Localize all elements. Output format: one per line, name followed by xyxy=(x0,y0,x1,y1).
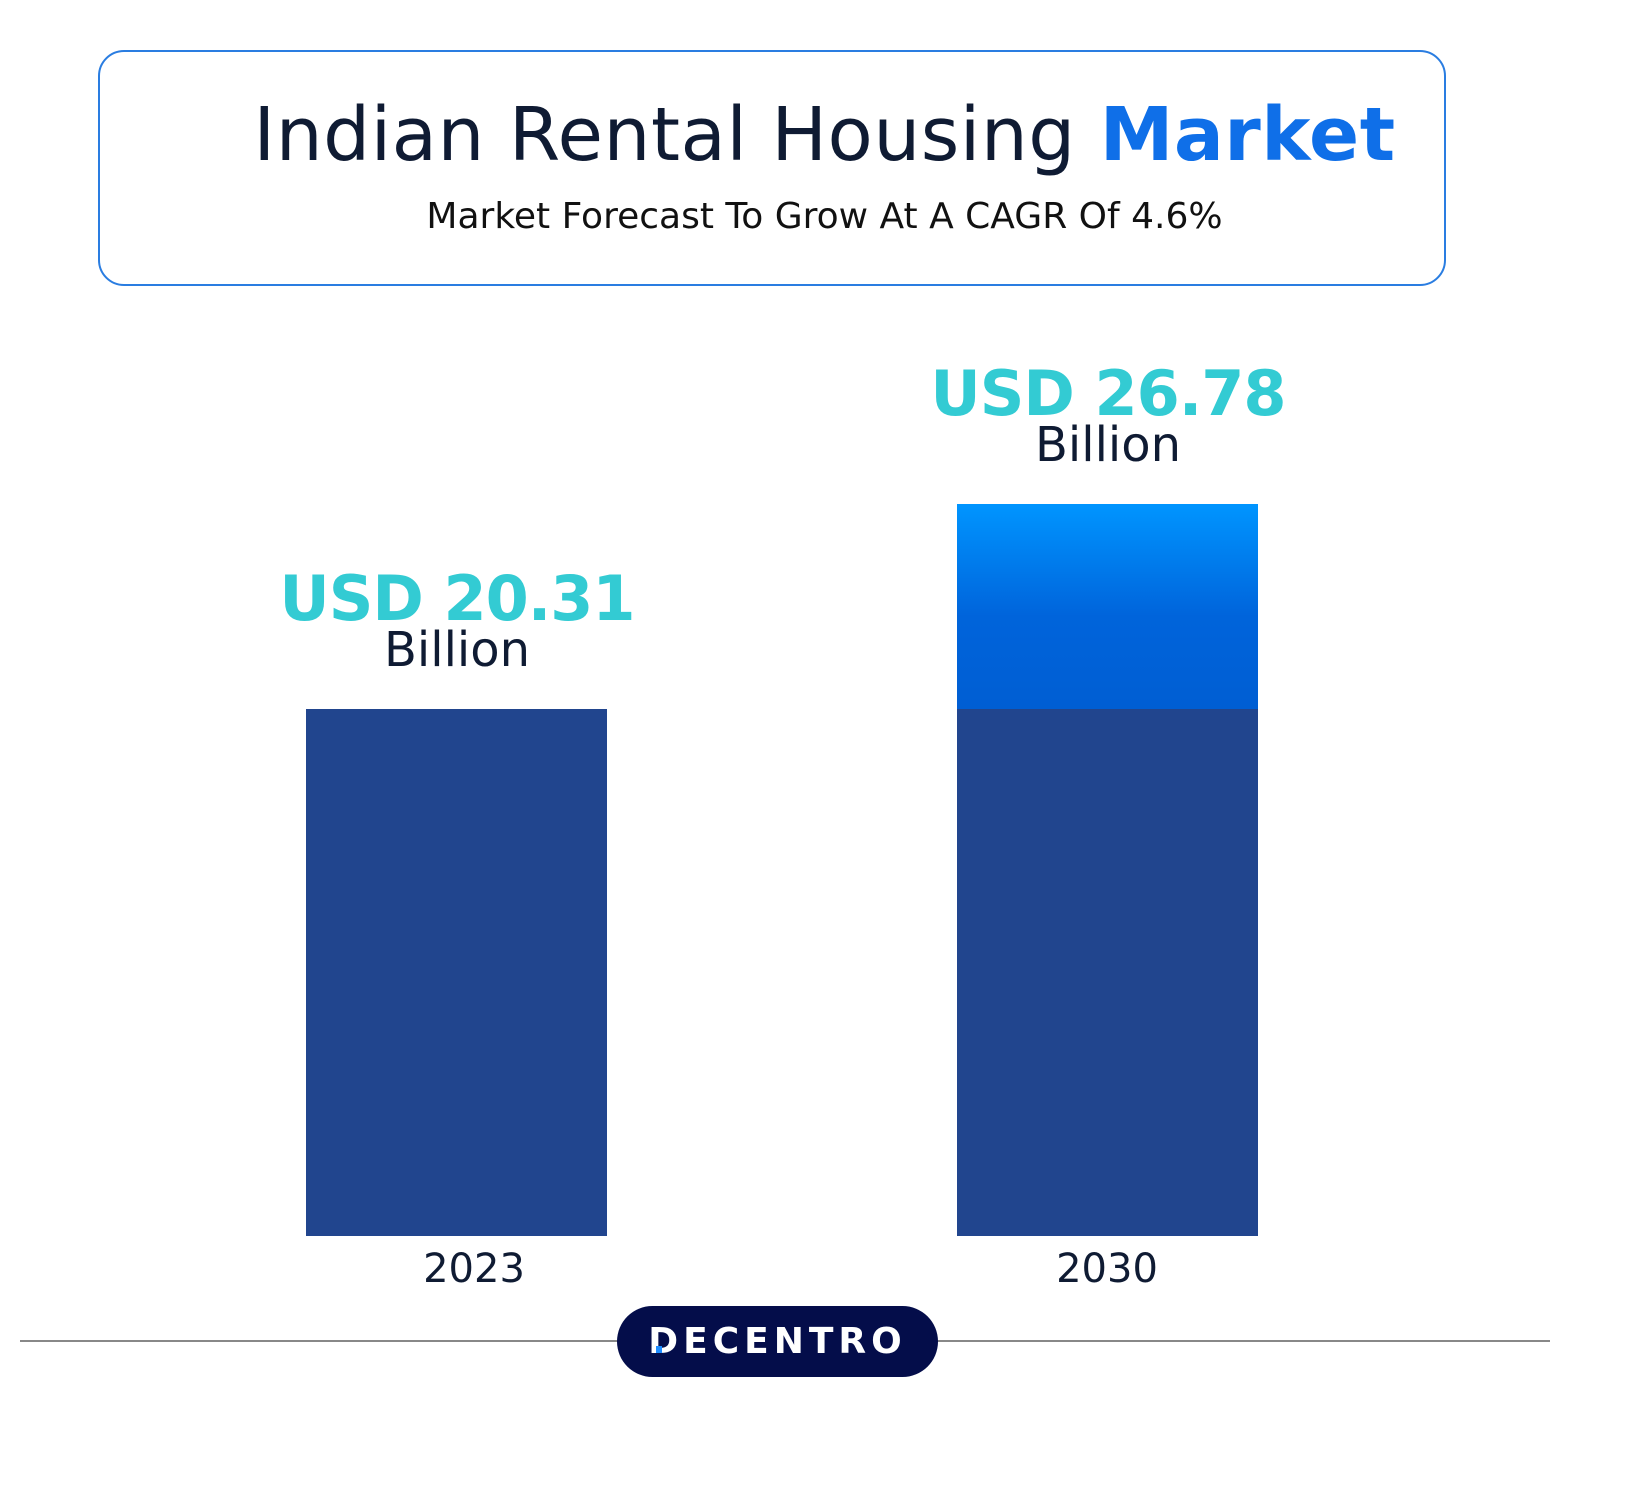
bar-2030-growth-segment xyxy=(957,504,1258,709)
footer-divider-left xyxy=(20,1340,618,1342)
logo-dot-icon xyxy=(656,1346,662,1353)
title-main: Indian Rental Housing xyxy=(253,92,1100,178)
bar-2030-unit: Billion xyxy=(1034,417,1182,473)
bar-2023-value: USD 20.31 xyxy=(279,562,635,635)
footer-divider-right xyxy=(937,1340,1550,1342)
year-label-2023: 2023 xyxy=(423,1246,525,1292)
year-label-2030: 2030 xyxy=(1056,1246,1158,1292)
bar-2030-base-segment xyxy=(957,709,1258,1236)
chart-subtitle: Market Forecast To Grow At A CAGR Of 4.6… xyxy=(426,196,1223,237)
brand-name: DECENTRO xyxy=(648,1321,907,1362)
title-card xyxy=(98,50,1446,286)
bar-2030-value: USD 26.78 xyxy=(930,357,1286,430)
bar-2023-unit: Billion xyxy=(383,622,531,678)
chart-title: Indian Rental Housing Market xyxy=(0,92,1649,178)
title-accent: Market xyxy=(1099,92,1396,178)
brand-logo: DECENTRO xyxy=(617,1306,938,1377)
bar-2023 xyxy=(306,709,607,1236)
